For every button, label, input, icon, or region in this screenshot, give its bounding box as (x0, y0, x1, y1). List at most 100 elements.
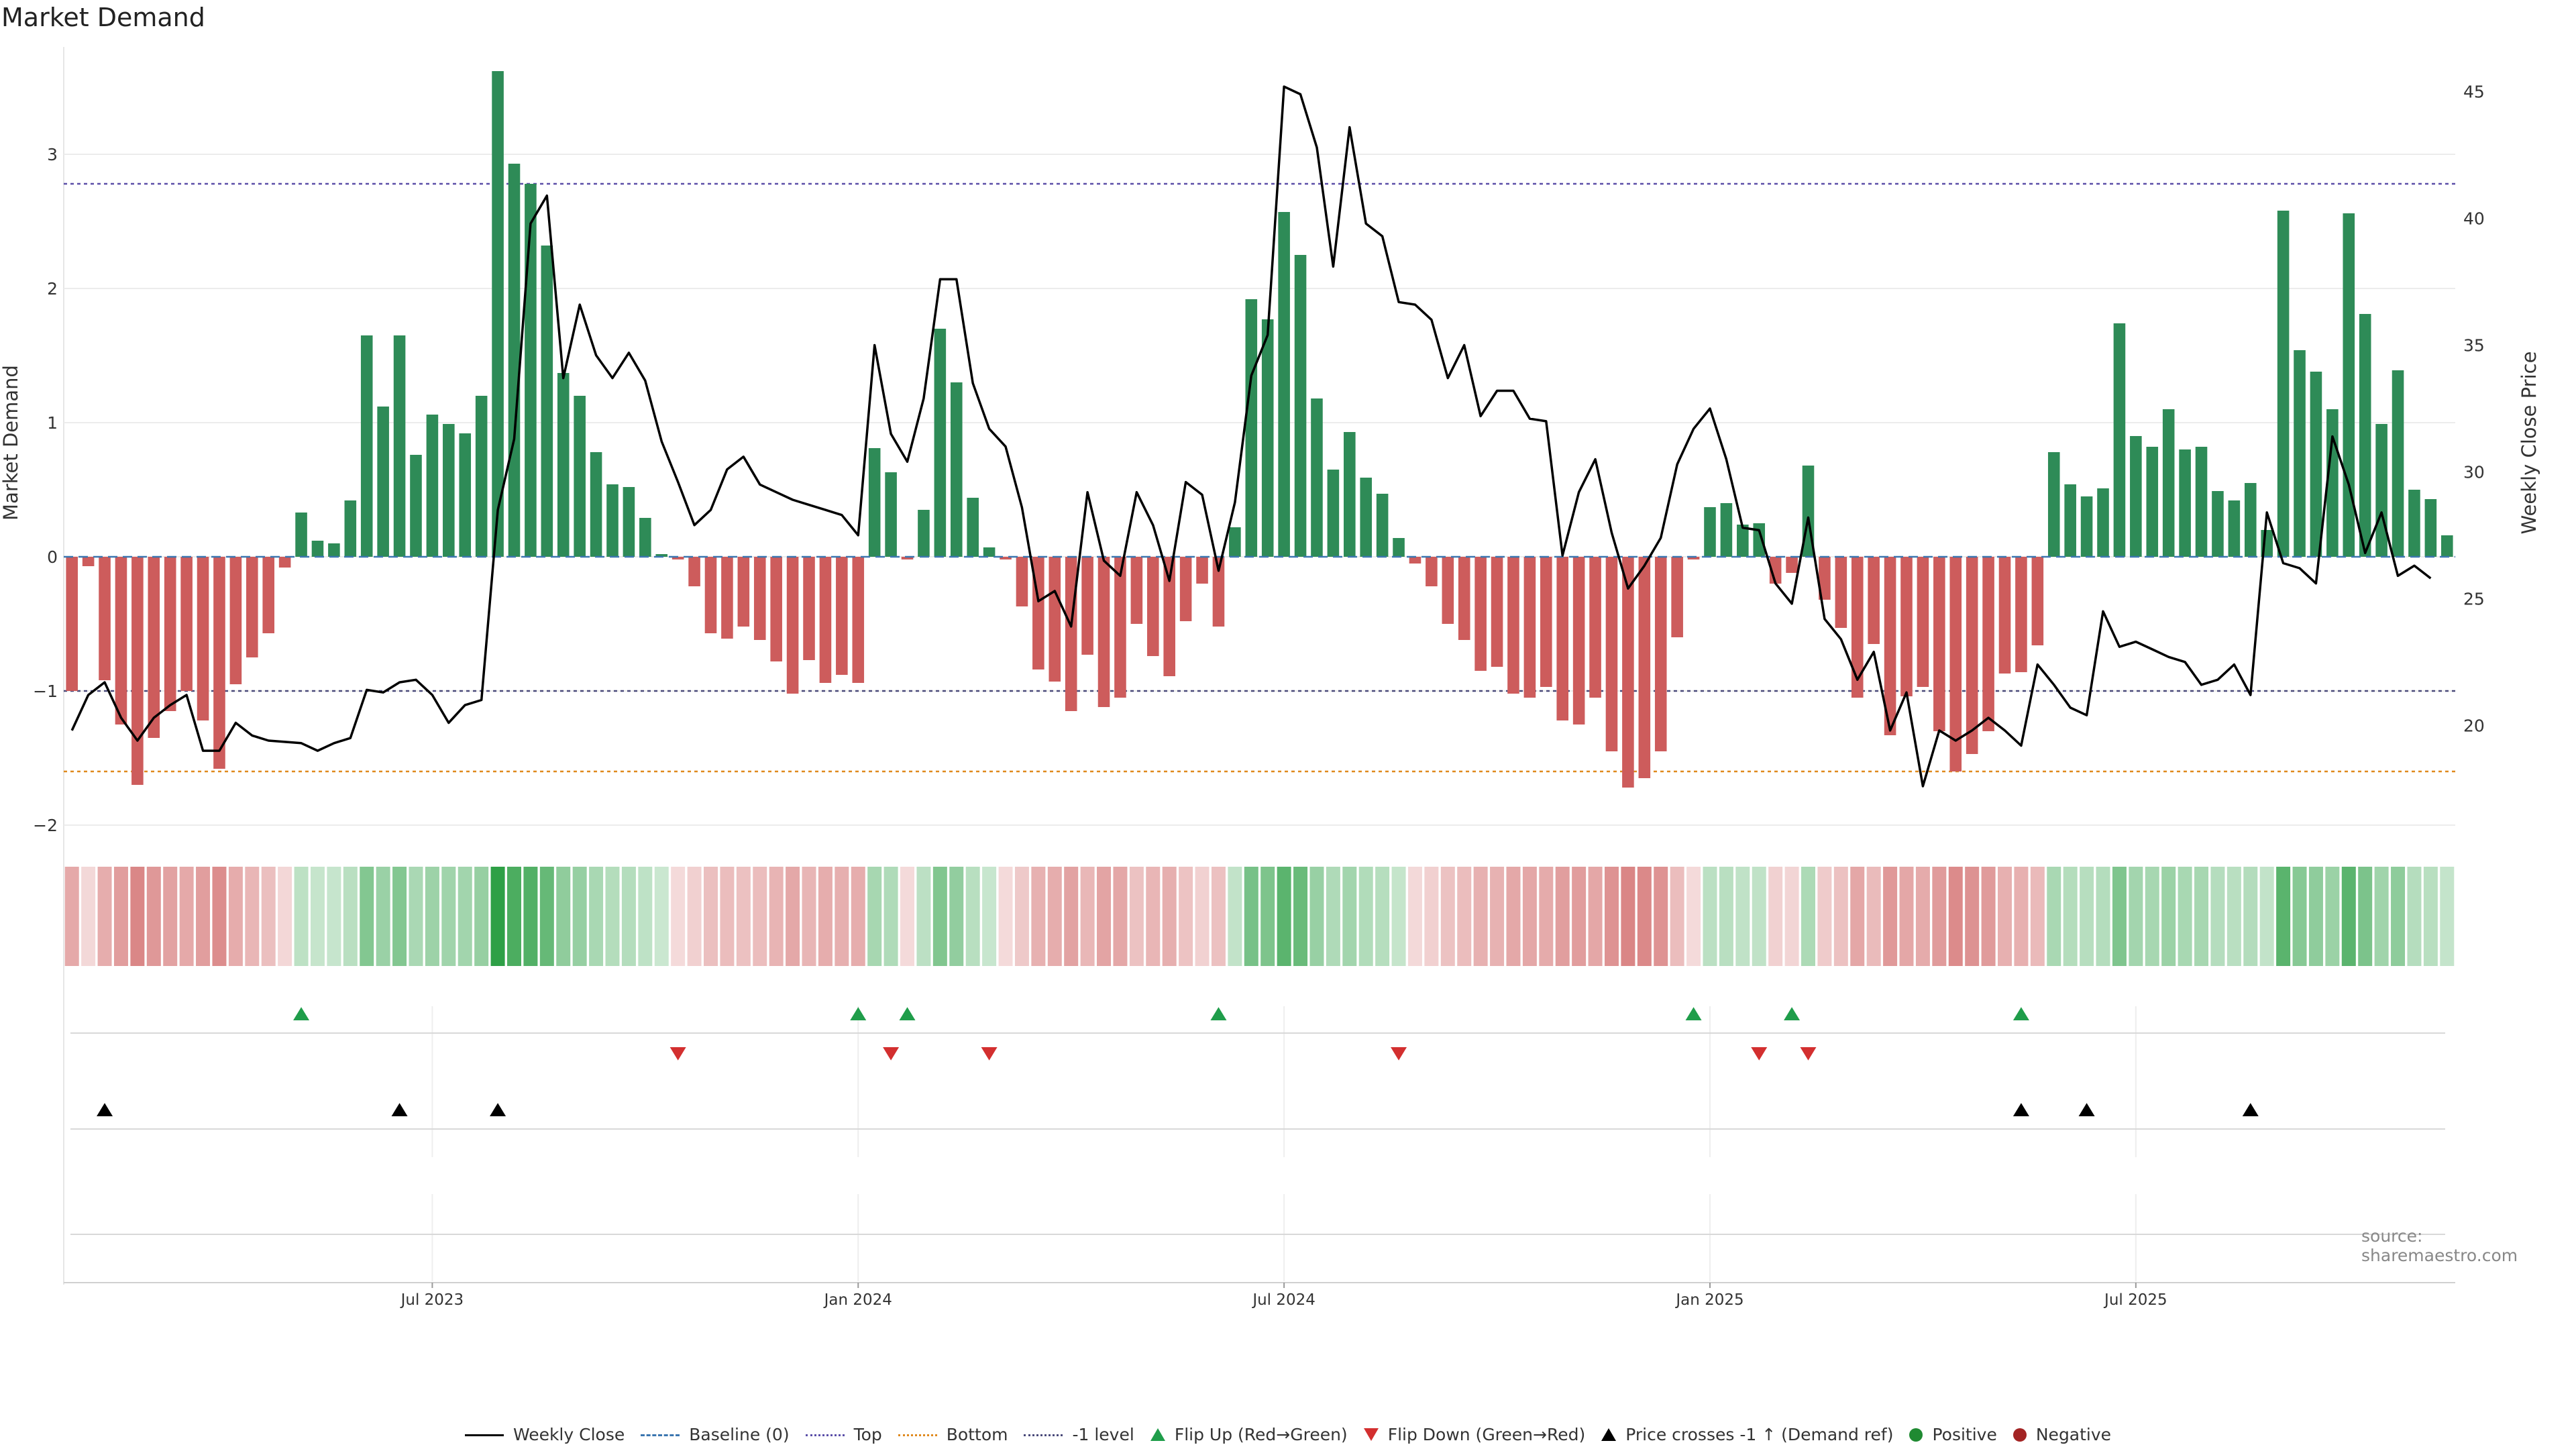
heat-cell (949, 867, 964, 966)
heat-cell (1014, 867, 1029, 966)
demand-bar (2359, 314, 2371, 557)
demand-bar (2310, 372, 2322, 557)
heat-cell (818, 867, 833, 966)
legend-label: Positive (1932, 1425, 1997, 1444)
flip-up-marker (1210, 1007, 1227, 1020)
y-tick-label: 3 (47, 145, 58, 164)
demand-bar (1081, 557, 1093, 655)
heat-cell (490, 867, 505, 966)
demand-bar (344, 500, 357, 557)
demand-bar (967, 498, 979, 557)
demand-bar (2277, 211, 2290, 557)
demand-bar (426, 415, 439, 557)
legend-label: Flip Down (Green→Red) (1387, 1425, 1586, 1444)
legend-item: Flip Up (Red→Green) (1150, 1425, 1348, 1444)
heat-cell (851, 867, 865, 966)
heat-cell (1817, 867, 1832, 966)
heat-cell (1686, 867, 1701, 966)
heat-cell (113, 867, 128, 966)
heat-cell (786, 867, 800, 966)
heat-cell (474, 867, 489, 966)
heat-cell (1277, 867, 1291, 966)
legend-swatch (464, 1428, 504, 1442)
heat-cell (982, 867, 997, 966)
heat-cell (64, 867, 79, 966)
y-tick-label: −2 (33, 816, 58, 835)
flip-down-marker (669, 1047, 686, 1061)
heat-cell (2145, 867, 2159, 966)
heat-cell (900, 867, 915, 966)
demand-bar (1523, 557, 1536, 698)
legend-item: Baseline (0) (641, 1425, 790, 1444)
demand-bar (525, 184, 537, 557)
demand-bar (410, 455, 422, 557)
demand-bar (770, 557, 782, 661)
x-tick-label: Jul 2025 (2103, 1291, 2167, 1309)
heat-cell (2129, 867, 2143, 966)
demand-bar (950, 382, 963, 557)
heat-cell (2063, 867, 2078, 966)
x-tick-label: Jul 2023 (400, 1291, 464, 1309)
demand-bar (1605, 557, 1618, 751)
legend-swatch (1024, 1428, 1063, 1442)
demand-bar (2441, 535, 2453, 557)
heat-cell (1457, 867, 1472, 966)
demand-bar (2064, 484, 2076, 557)
heat-cell (932, 867, 947, 966)
demand-bar (2130, 436, 2142, 557)
heat-cell (1522, 867, 1537, 966)
heat-cell (1572, 867, 1587, 966)
heat-cell (1915, 867, 1930, 966)
demand-bar (1998, 557, 2011, 674)
demand-bar (852, 557, 865, 683)
demand-bar (1720, 503, 1733, 557)
heat-cell (2014, 867, 2029, 966)
demand-bar (213, 557, 225, 769)
heat-cell (1981, 867, 1996, 966)
heat-cell (2276, 867, 2291, 966)
demand-bar (1426, 557, 1438, 586)
heat-cell (998, 867, 1013, 966)
heat-cell (1097, 867, 1112, 966)
heat-cell (965, 867, 980, 966)
heat-cell (1833, 867, 1848, 966)
heat-cell (1244, 867, 1258, 966)
demand-bar (1229, 527, 1241, 557)
heat-cell (835, 867, 849, 966)
demand-bar (786, 557, 799, 694)
demand-bar (1376, 494, 1389, 557)
heat-cell (720, 867, 735, 966)
demand-bar (246, 557, 258, 657)
x-tick-label: Jan 2024 (823, 1291, 892, 1309)
demand-bar (1212, 557, 1225, 627)
heat-cell (1866, 867, 1881, 966)
heat-cell (1703, 867, 1717, 966)
demand-bar (1409, 557, 1421, 564)
heat-cell (1440, 867, 1455, 966)
heat-cell (2423, 867, 2438, 966)
demand-bar (2424, 499, 2437, 557)
x-tick-label: Jan 2025 (1674, 1291, 1743, 1309)
heat-cell (97, 867, 112, 966)
heat-cell (327, 867, 341, 966)
heat-cell (1850, 867, 1865, 966)
y2-tick-label: 30 (2463, 462, 2485, 482)
demand-bar (606, 484, 619, 557)
price-cross-marker (2242, 1103, 2259, 1116)
heat-cell (376, 867, 390, 966)
legend-swatch (2012, 1428, 2027, 1442)
heat-cell (1801, 867, 1815, 966)
demand-bar (753, 557, 766, 640)
price-cross-marker (490, 1103, 506, 1116)
demand-bar (1638, 557, 1651, 778)
heat-cell (539, 867, 554, 966)
chart-title: Market Demand (1, 3, 205, 32)
heat-cell (802, 867, 816, 966)
demand-bar (1884, 557, 1896, 735)
legend-label: Price crosses -1 ↑ (Demand ref) (1625, 1425, 1894, 1444)
heat-cell (2440, 867, 2455, 966)
demand-bar (2146, 447, 2159, 557)
heat-cell (228, 867, 243, 966)
demand-bar (148, 557, 160, 738)
flip-up-marker (899, 1007, 916, 1020)
